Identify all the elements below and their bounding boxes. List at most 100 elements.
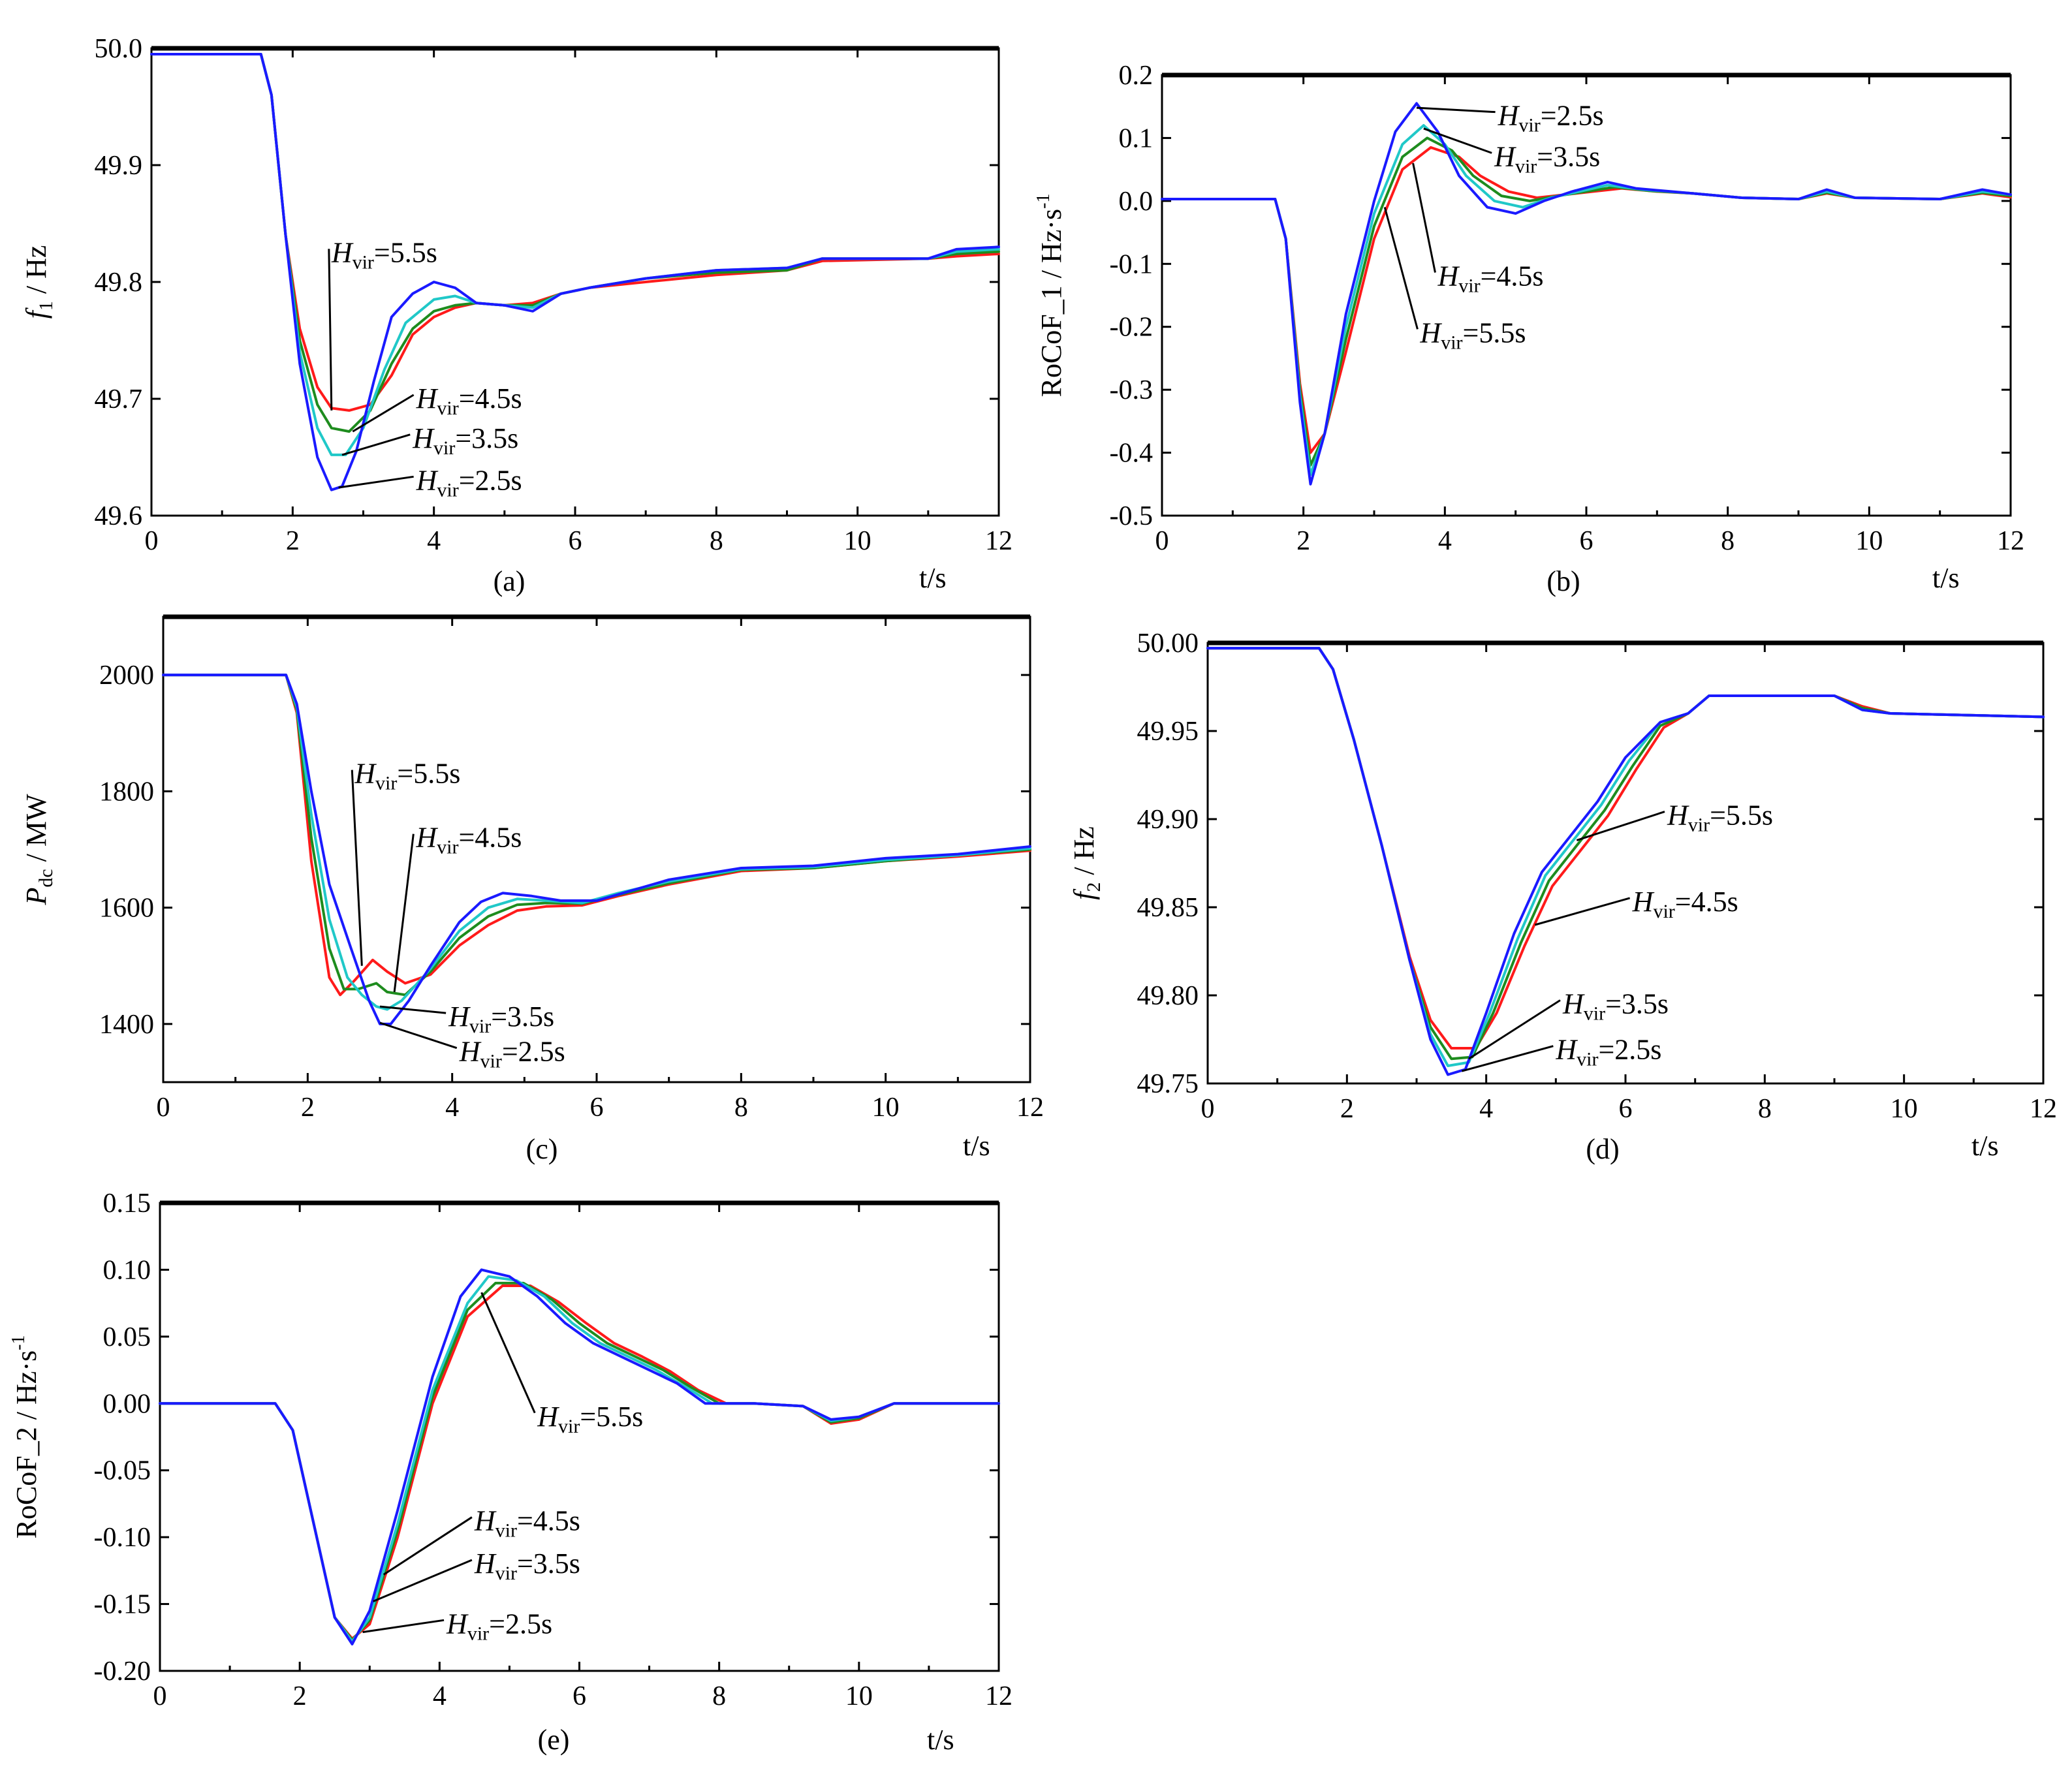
y-tick-label: -0.3 <box>1110 375 1154 405</box>
x-tick-label: 6 <box>573 1681 586 1711</box>
annotation-leader <box>1468 999 1561 1060</box>
x-tick-label: 2 <box>301 1093 315 1123</box>
annotation-Hvir-5_5s: Hvir=5.5s <box>351 758 460 966</box>
x-tick-label: 8 <box>734 1093 748 1123</box>
annotation-label: Hvir=4.5s <box>474 1505 580 1542</box>
x-tick-label: 4 <box>1479 1094 1493 1124</box>
series-line-Hvir-2_5s <box>1206 647 2045 1076</box>
y-tick-label: 0.00 <box>103 1389 151 1419</box>
annotation-leader <box>373 1559 473 1602</box>
y-axis-label: Pdc / MW <box>20 794 57 906</box>
annotation-label: Hvir=3.5s <box>1494 140 1600 177</box>
y-tick-label: 0.10 <box>103 1255 151 1285</box>
y-tick-label: -0.2 <box>1110 313 1154 343</box>
y-tick-label: 1800 <box>99 777 154 807</box>
panel-e: 0 2 4 6 8 10 12 -0.20 -0.15 -0.10 -0.05 0.00 0.05 0.1… <box>8 1189 1012 1756</box>
svg-text:RoCoF_1 / Hz·s-1: RoCoF_1 / Hz·s-1 <box>1033 194 1067 397</box>
annotation-Hvir-4_5s: Hvir=4.5s <box>1534 886 1738 926</box>
annotation-leader <box>341 433 411 456</box>
annotation-label: Hvir=4.5s <box>1437 260 1544 297</box>
x-tick-label: 2 <box>286 526 300 556</box>
y-tick-label: 0.05 <box>103 1322 151 1352</box>
y-tick-label: 2000 <box>99 661 154 691</box>
x-tick-label: 8 <box>1721 526 1735 556</box>
annotation-label: Hvir=2.5s <box>446 1608 552 1644</box>
y-tick-label: 49.7 <box>95 384 143 414</box>
annotation-Hvir-4_5s: Hvir=4.5s <box>393 822 522 993</box>
x-axis-label: t/s <box>1971 1130 1999 1162</box>
x-tick-label: 2 <box>293 1681 307 1711</box>
x-tick-label: 4 <box>445 1093 459 1123</box>
annotation-leader <box>1534 897 1631 926</box>
annotation-leader <box>1423 127 1492 154</box>
svg-text:Pdc / MW: Pdc / MW <box>20 794 57 906</box>
annotation-leader <box>393 833 415 993</box>
x-tick-label: 10 <box>1855 526 1883 556</box>
svg-text:RoCoF_2 / Hz·s-1: RoCoF_2 / Hz·s-1 <box>8 1335 42 1539</box>
x-axis-label: t/s <box>1932 562 1960 594</box>
annotation-label: Hvir=5.5s <box>354 758 460 794</box>
annotation-Hvir-5_5s: Hvir=5.5s <box>1383 207 1526 353</box>
y-tick-label: -0.15 <box>94 1590 151 1620</box>
annotation-label: Hvir=3.5s <box>474 1548 580 1584</box>
annotation-leader <box>383 1516 473 1576</box>
x-tick-label: 10 <box>872 1093 900 1123</box>
annotation-label: Hvir=4.5s <box>416 382 522 419</box>
annotation-label: Hvir=2.5s <box>1555 1034 1661 1070</box>
panel-label: (a) <box>494 565 526 597</box>
annotation-Hvir-3_5s: Hvir=3.5s <box>1468 988 1669 1060</box>
y-tick-label: 49.75 <box>1137 1069 1199 1099</box>
x-tick-label: 10 <box>1891 1094 1918 1124</box>
panel-label: (b) <box>1546 565 1580 597</box>
series-line-Hvir-2_5s <box>150 53 1000 491</box>
x-tick-label: 12 <box>1016 1093 1044 1123</box>
y-tick-label: -0.05 <box>94 1456 151 1486</box>
annotation-leader <box>351 770 363 966</box>
annotation-Hvir-3_5s: Hvir=3.5s <box>1423 127 1600 177</box>
annotation-Hvir-4_5s: Hvir=4.5s <box>1412 163 1544 297</box>
annotation-label: Hvir=2.5s <box>1498 100 1604 136</box>
x-tick-label: 0 <box>1201 1094 1215 1124</box>
annotation-label: Hvir=2.5s <box>416 464 522 501</box>
annotation-leader <box>1383 207 1419 330</box>
x-tick-label: 10 <box>844 526 871 556</box>
annotation-label: Hvir=5.5s <box>331 236 437 273</box>
y-tick-label: 0.1 <box>1119 123 1154 153</box>
annotation-Hvir-5_5s: Hvir=5.5s <box>480 1292 643 1437</box>
x-axis-label: t/s <box>927 1724 954 1756</box>
x-tick-label: 2 <box>1340 1094 1354 1124</box>
panel-a: 0 2 4 6 8 10 12 49.6 49.7 49.8 49.9 50.0 f1 / Hz t/s (… <box>20 34 1012 597</box>
annotation-label: Hvir=5.5s <box>1667 800 1773 836</box>
y-tick-label: 49.6 <box>95 501 143 531</box>
y-tick-label: 1600 <box>99 894 154 924</box>
annotation-leader <box>1416 106 1496 114</box>
y-tick-label: 49.9 <box>95 151 143 181</box>
panel-label: (e) <box>538 1724 570 1756</box>
panel-label: (c) <box>526 1133 558 1165</box>
y-tick-label: 49.85 <box>1137 893 1199 923</box>
x-tick-label: 6 <box>1619 1094 1633 1124</box>
annotation-Hvir-3_5s: Hvir=3.5s <box>341 422 518 459</box>
annotation-label: Hvir=2.5s <box>459 1036 565 1072</box>
annotation-Hvir-2_5s: Hvir=2.5s <box>362 1608 552 1644</box>
annotation-leader <box>379 1021 458 1050</box>
annotation-Hvir-2_5s: Hvir=2.5s <box>1416 100 1604 136</box>
y-tick-label: 49.90 <box>1137 805 1199 835</box>
x-tick-label: 8 <box>710 526 723 556</box>
y-tick-label: 50.00 <box>1137 629 1199 659</box>
y-tick-label: 50.0 <box>95 34 143 64</box>
annotation-label: Hvir=3.5s <box>1562 988 1669 1025</box>
annotation-label: Hvir=4.5s <box>415 822 522 858</box>
annotation-label: Hvir=3.5s <box>412 422 518 459</box>
y-tick-label: -0.5 <box>1110 501 1154 531</box>
panel-c: 0 2 4 6 8 10 12 1400 1600 1800 2000 Pdc / MW t/s (c) H… <box>20 614 1044 1165</box>
x-tick-label: 12 <box>1997 526 2024 556</box>
x-axis-label: t/s <box>919 562 947 594</box>
y-tick-label: 0.2 <box>1119 61 1154 91</box>
annotation-leader <box>480 1292 536 1414</box>
series-line-Hvir-3_5s <box>1161 124 2012 476</box>
x-tick-label: 0 <box>145 526 159 556</box>
x-tick-label: 4 <box>433 1681 447 1711</box>
series-line-Hvir-2_5s <box>159 1268 1000 1645</box>
